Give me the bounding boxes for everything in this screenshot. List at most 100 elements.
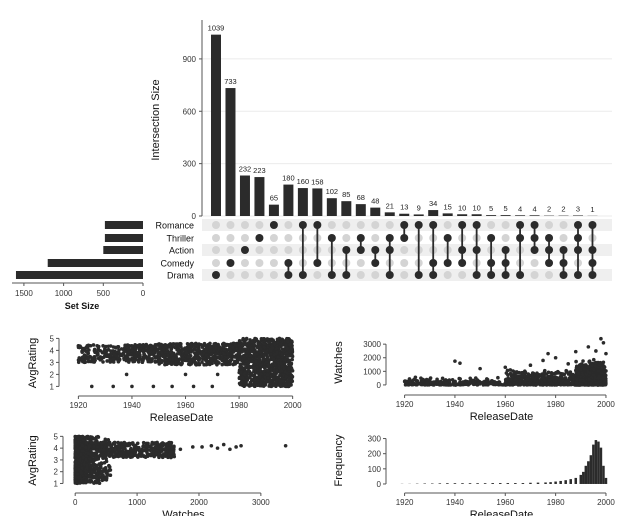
scatter-point — [81, 444, 85, 448]
scatter-point — [504, 383, 508, 387]
scatter-point — [269, 352, 273, 356]
y-tick-label: 600 — [183, 107, 197, 116]
scatter-point — [84, 481, 88, 485]
matrix-dot-inactive — [313, 271, 321, 279]
scatter-point — [266, 376, 270, 380]
scatter-point — [553, 372, 557, 376]
scatter-point — [258, 375, 262, 379]
scatter-point — [210, 385, 214, 389]
scatter-point — [179, 345, 183, 349]
scatter-point — [273, 363, 277, 367]
scatter-point — [546, 352, 550, 356]
scatter-point — [156, 446, 160, 450]
scatter-point — [170, 385, 174, 389]
x-axis-title: ReleaseDate — [150, 412, 214, 424]
matrix-dot-active — [241, 246, 249, 254]
scatter-point — [101, 344, 105, 348]
scatter-point — [193, 356, 197, 360]
scatter-point — [216, 446, 220, 450]
scatter-point — [592, 358, 596, 362]
scatter-point — [158, 346, 162, 350]
x-tick-label: 0 — [141, 289, 146, 298]
scatter-point — [418, 382, 422, 386]
bar-value-label: 5 — [489, 204, 493, 213]
bar-value-label: 4 — [532, 204, 536, 213]
scatter-point — [505, 378, 509, 382]
matrix-dot-inactive — [270, 271, 278, 279]
scatter-point — [475, 378, 479, 382]
scatter-point — [85, 466, 89, 470]
scatter-point — [547, 371, 551, 375]
scatter-point — [249, 354, 253, 358]
scatter-point — [258, 351, 262, 355]
scatter-point — [216, 373, 220, 377]
scatter-point — [189, 361, 193, 365]
scatter-point — [169, 351, 173, 355]
x-axis-title: Set Size — [65, 301, 100, 311]
scatter-point — [438, 382, 442, 386]
scatter-point — [265, 373, 269, 377]
scatter-point — [584, 382, 588, 386]
intersection-bar — [327, 198, 337, 216]
x-tick-label: 0 — [73, 498, 78, 507]
matrix-dot-inactive — [400, 271, 408, 279]
scatter-point — [241, 349, 245, 353]
scatter-point — [222, 443, 226, 447]
scatter-point — [262, 346, 266, 350]
x-axis-title: Watches — [162, 509, 205, 516]
scatter-point — [90, 385, 94, 389]
scatter-point — [236, 361, 240, 365]
scatter-point — [453, 359, 457, 363]
scatter-point — [261, 358, 265, 362]
scatter-point — [204, 363, 208, 367]
matrix-dot-inactive — [212, 234, 220, 242]
scatter-point — [180, 362, 184, 366]
scatter-point — [84, 446, 88, 450]
scatter-point — [270, 385, 274, 389]
scatter-point — [258, 342, 262, 346]
scatter-point — [477, 382, 481, 386]
x-tick-label: 1000 — [55, 289, 73, 298]
scatter-point — [238, 346, 242, 350]
scatter-point — [259, 363, 263, 367]
scatter-point — [198, 357, 202, 361]
scatter-point — [122, 451, 126, 455]
scatter-point — [266, 369, 270, 373]
scatter-point — [159, 442, 163, 446]
intersection-bar — [399, 214, 409, 216]
scatter-point — [569, 370, 573, 374]
bar-value-label: 68 — [357, 193, 365, 202]
y-tick-label: 2 — [50, 370, 55, 379]
scatter-point — [138, 355, 142, 359]
scatter-point — [73, 442, 77, 446]
y-tick-label: 1000 — [363, 367, 381, 376]
scatter-point — [154, 451, 158, 455]
scatter-point — [496, 376, 500, 380]
bar-value-label: 65 — [270, 194, 278, 203]
scatter-point — [261, 378, 265, 382]
scatter-point — [461, 381, 465, 385]
y-tick-label: 300 — [183, 160, 197, 169]
bar-value-label: 4 — [518, 204, 522, 213]
y-tick-label: 3 — [54, 456, 59, 465]
scatter-point — [157, 342, 161, 346]
intersection-bar — [573, 215, 583, 216]
scatter-point — [209, 349, 213, 353]
matrix-dot-inactive — [371, 271, 379, 279]
scatter-point — [602, 341, 606, 345]
scatter-point — [140, 448, 144, 452]
x-tick-label: 1940 — [123, 401, 141, 410]
y-tick-label: 4 — [54, 444, 59, 453]
scatter-point — [599, 361, 603, 365]
x-tick-label: 1980 — [547, 400, 565, 409]
x-tick-label: 1920 — [396, 400, 414, 409]
scatter-point — [580, 382, 584, 386]
scatter-point — [284, 344, 288, 348]
scatter-point — [290, 358, 294, 362]
scatter-point — [88, 444, 92, 448]
matrix-dot-inactive — [502, 221, 510, 229]
scatter-point — [482, 383, 486, 387]
intersection-bar — [312, 188, 322, 216]
scatter-point — [122, 357, 126, 361]
